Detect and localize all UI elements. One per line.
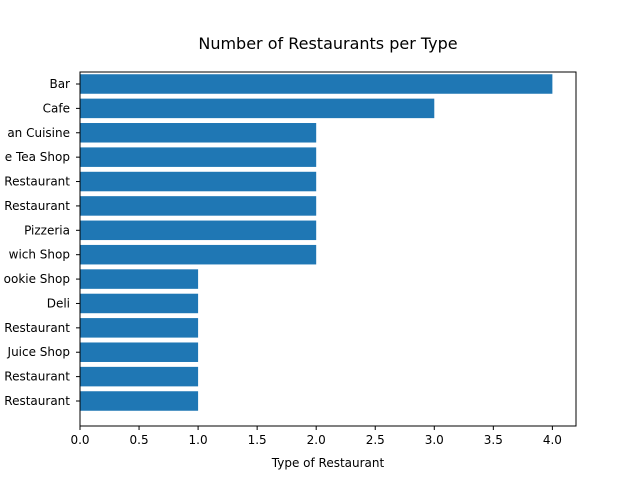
x-tick-group: 0.0 0.5 1.0 1.5 2.0 2.5 3.0 3.5 4.0 [70,426,562,447]
y-tick-label: ookie Shop [4,272,70,286]
y-tick-label: Deli [47,296,70,310]
bar [80,269,199,289]
plot-frame [79,71,577,427]
y-tick-label: e Tea Shop [5,150,70,164]
x-axis-label: Type of Restaurant [271,456,385,470]
x-tick-label: 0.0 [70,433,89,447]
x-tick-label: 3.5 [484,433,503,447]
y-tick-label: Bar [49,77,70,91]
y-tick-label: wich Shop [9,248,70,262]
bar [80,318,199,338]
x-tick-label: 2.0 [307,433,326,447]
bar [80,74,553,94]
y-tick-label: Restaurant [4,394,70,408]
y-tick-label: Restaurant [4,175,70,189]
y-tick-label: Juice Shop [7,345,70,359]
x-tick-label: 1.5 [248,433,267,447]
bar [80,196,317,216]
bar [80,147,317,167]
x-tick-label: 2.5 [366,433,385,447]
x-tick-label: 0.5 [130,433,149,447]
y-tick-label: Cafe [43,101,70,115]
y-tick-label: Restaurant [4,370,70,384]
bar [80,123,317,143]
y-tick-label: Restaurant [4,199,70,213]
bar [80,171,317,192]
bar [80,366,199,387]
y-tick-label: an Cuisine [7,126,70,140]
bar [80,293,199,314]
x-tick-label: 4.0 [543,433,562,447]
bar [80,98,435,119]
bar [80,391,199,411]
y-tick-label: Restaurant [4,321,70,335]
chart-title: Number of Restaurants per Type [198,34,457,53]
bar [80,220,317,241]
y-tick-label: Pizzeria [24,223,70,237]
x-tick-label: 3.0 [425,433,444,447]
bar [80,342,199,362]
x-tick-label: 1.0 [189,433,208,447]
bar [80,244,317,265]
y-tick-group: Bar Cafe an Cuisine e Tea Shop Restaurant Re… [4,77,80,408]
bars-group [80,74,553,411]
